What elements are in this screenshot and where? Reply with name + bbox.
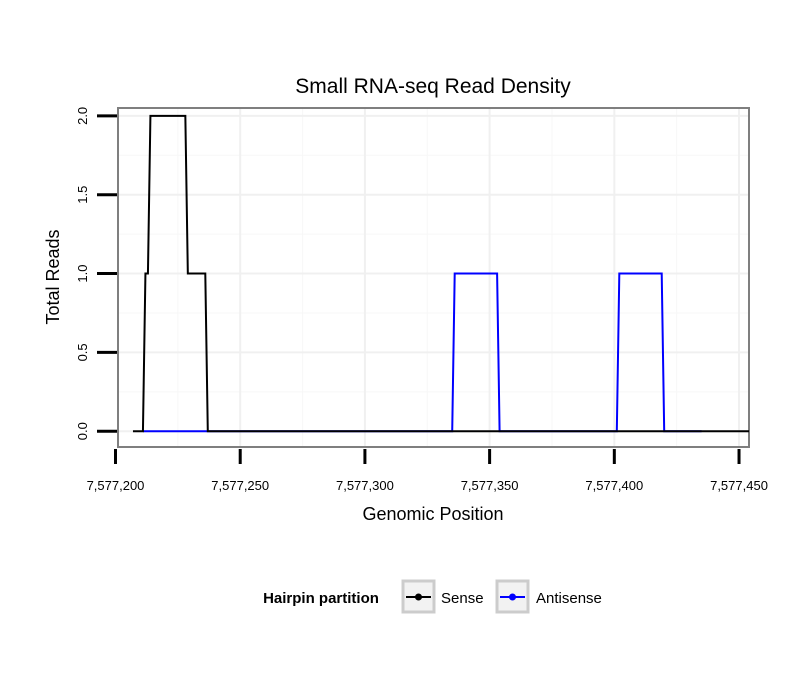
plot-frame [117,107,750,448]
legend-item-antisense: Antisense [495,579,602,614]
x-tick-label: 7,577,200 [87,478,145,493]
y-tick-label: 1.0 [75,265,90,283]
y-tick-label: 0.0 [75,422,90,440]
axes: 7,577,200 7,577,250 7,577,300 7,577,350 7,57… [75,107,768,493]
x-tick-label: 7,577,250 [211,478,269,493]
y-axis-label: Total Reads [43,229,63,324]
x-tick-label: 7,577,400 [585,478,643,493]
series-line-sense [132,114,749,433]
legend-title: Hairpin partition [263,590,379,607]
chart-title: Small RNA-seq Read Density [295,75,571,98]
x-tick-label: 7,577,350 [461,478,519,493]
legend-item-sense: Sense [401,579,484,614]
y-tick-label: 0.5 [75,343,90,361]
y-tick-label: 1.5 [75,186,90,204]
legend-label-antisense: Antisense [536,590,602,607]
grid-lines [118,108,749,447]
x-axis-label: Genomic Position [362,504,503,524]
x-tick-label: 7,577,300 [336,478,394,493]
legend: Hairpin partition Sense Antisense [263,579,602,614]
legend-point-antisense [509,593,516,601]
x-tick-label: 7,577,450 [710,478,768,493]
y-tick-label: 2.0 [75,107,90,125]
legend-label-sense: Sense [441,590,484,607]
series-lines [132,114,749,433]
legend-point-sense [415,593,422,601]
